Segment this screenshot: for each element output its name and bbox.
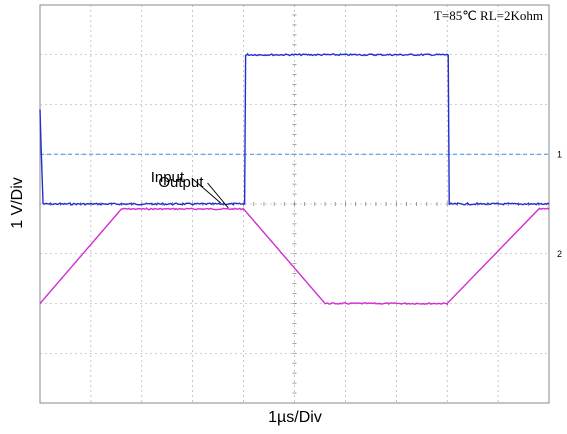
ch2-marker: 2 [557, 249, 562, 259]
input-trace [39, 52, 550, 206]
trace-label-leader [191, 177, 221, 204]
ch1-level-marker: 1 [557, 149, 562, 159]
ch1-marker: 1 [557, 149, 562, 159]
annotation: T=85℃ RL=2Kohm [434, 8, 543, 23]
trace-label-text: Input [151, 169, 185, 186]
trace-label-text: Output [158, 174, 204, 191]
trace-label: Input [151, 169, 221, 204]
y-axis-label: 1 V/Div [9, 177, 26, 229]
ch2-level-marker: 2 [557, 249, 562, 259]
output-trace [39, 206, 550, 306]
trace-label-leader [207, 182, 229, 209]
trace-label: Output [158, 174, 229, 209]
x-axis-label: 1µs/Div [268, 409, 322, 426]
